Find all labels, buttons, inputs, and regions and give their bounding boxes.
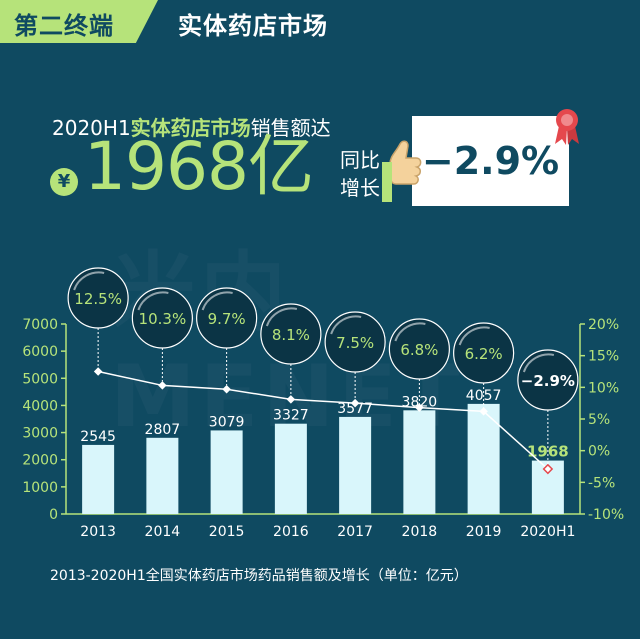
- right-tick-label: 15%: [588, 349, 619, 365]
- growth-bubble-highlight: [73, 271, 105, 291]
- growth-point: [542, 463, 554, 475]
- x-tick-label: 2018: [402, 524, 438, 540]
- growth-bubble: [517, 349, 579, 411]
- yuan-icon: ¥: [50, 168, 78, 196]
- headline-value: 1968亿: [84, 128, 314, 205]
- growth-bubble-highlight: [265, 307, 298, 327]
- growth-label: 8.1%: [272, 326, 310, 344]
- bar: [274, 423, 307, 514]
- headline-suffix: 销售额达: [250, 116, 331, 140]
- growth-bubble: [131, 287, 193, 349]
- x-tick-label: 2020H1: [520, 524, 575, 540]
- right-tick-label: 20%: [588, 317, 619, 333]
- growth-label: 6.8%: [400, 341, 438, 359]
- yoy-card: −2.9%: [412, 116, 569, 206]
- x-tick-label: 2013: [80, 524, 116, 540]
- headline-prefix: 2020H1: [52, 116, 131, 140]
- growth-label: 12.5%: [74, 290, 122, 308]
- growth-point: [93, 367, 103, 376]
- right-tick-label: 5%: [588, 412, 610, 428]
- right-tick-label: 10%: [588, 380, 619, 396]
- growth-label: 9.7%: [208, 310, 246, 328]
- growth-bubble-highlight: [137, 291, 169, 311]
- x-tick-label: 2017: [337, 524, 373, 540]
- bar-value-label: 2807: [145, 422, 181, 438]
- growth-label: 10.3%: [139, 310, 187, 328]
- left-tick-label: 7000: [22, 317, 58, 333]
- growth-bubble: [453, 322, 515, 384]
- x-tick-label: 2015: [209, 524, 245, 540]
- bar: [467, 403, 500, 514]
- bar-value-label: 2545: [80, 429, 116, 445]
- yoy-label-line2: 增长: [340, 176, 380, 200]
- growth-bubble-highlight: [458, 326, 490, 346]
- growth-label: 7.5%: [336, 334, 374, 352]
- bar-value-label: 3327: [273, 408, 309, 424]
- yoy-label: 同比 增长: [340, 146, 392, 202]
- bar: [82, 444, 115, 514]
- growth-bubble: [196, 287, 258, 349]
- growth-point: [415, 403, 424, 412]
- growth-line: [97, 370, 549, 470]
- section-tag-label: 第二终端: [14, 12, 114, 40]
- growth-point: [350, 398, 360, 408]
- section-tag: [0, 0, 158, 43]
- bar: [210, 430, 243, 514]
- growth-point: [479, 407, 488, 416]
- thumbs-up-hand-icon: [382, 140, 422, 202]
- left-tick-label: 4000: [22, 398, 58, 414]
- left-tick-label: 3000: [22, 426, 58, 442]
- growth-bubble: [260, 303, 322, 365]
- yoy-label-line1: 同比: [340, 148, 380, 172]
- x-tick-label: 2014: [145, 524, 181, 540]
- growth-point: [222, 384, 231, 394]
- chart-caption: 2013-2020H1全国实体药店市场药品销售额及增长（单位：亿元）: [50, 568, 468, 584]
- x-tick-label: 2019: [466, 524, 502, 540]
- bar: [146, 437, 179, 514]
- left-tick-label: 2000: [22, 453, 58, 469]
- left-tick-label: 1000: [22, 480, 58, 496]
- growth-bubble: [388, 318, 450, 380]
- left-tick-label: 6000: [22, 344, 58, 360]
- headline: 2020H1实体药店市场销售额达: [52, 112, 331, 141]
- left-tick-label: 0: [49, 507, 58, 523]
- left-tick-label: 5000: [22, 371, 58, 387]
- headline-highlight: 实体药店市场: [130, 116, 251, 140]
- growth-label: −2.9%: [521, 372, 575, 390]
- bar-value-label: 3079: [209, 414, 245, 430]
- growth-label: 6.2%: [465, 345, 503, 363]
- growth-bubble: [67, 267, 129, 329]
- award-ribbon-icon: [555, 109, 579, 145]
- growth-point: [158, 381, 167, 390]
- right-tick-label: -5%: [588, 475, 615, 491]
- page-title: 实体药店市场: [178, 12, 328, 40]
- right-tick-label: -10%: [588, 507, 624, 523]
- growth-bubble: [324, 311, 386, 373]
- growth-bubble-highlight: [330, 315, 362, 335]
- growth-bubble-highlight: [522, 353, 555, 373]
- x-tick-label: 2016: [273, 524, 309, 540]
- right-tick-label: 0%: [588, 444, 610, 460]
- growth-bubble-highlight: [201, 291, 233, 311]
- growth-bubble-highlight: [394, 322, 426, 342]
- bar: [403, 410, 436, 514]
- growth-point: [286, 395, 296, 404]
- bar-value-label: 3577: [337, 401, 373, 417]
- bar: [339, 416, 372, 514]
- yoy-value: −2.9%: [421, 139, 560, 183]
